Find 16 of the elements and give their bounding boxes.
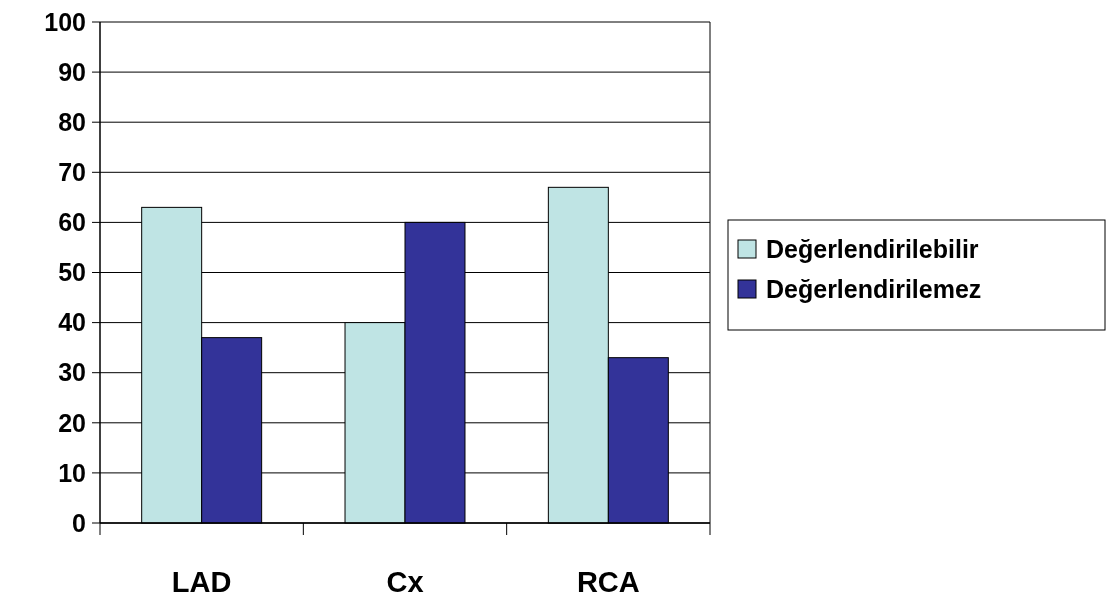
y-tick-label: 80 [58, 107, 86, 136]
y-tick-label: 90 [58, 57, 86, 86]
y-tick-label: 20 [58, 408, 86, 437]
y-tick-label: 30 [58, 358, 86, 387]
y-tick-label: 100 [44, 7, 86, 36]
y-tick-label: 50 [58, 258, 86, 287]
y-tick-label: 70 [58, 158, 86, 187]
y-tick-label: 10 [58, 458, 86, 487]
legend-label: Değerlendirilemez [766, 274, 982, 303]
legend-label: Değerlendirilebilir [766, 234, 979, 263]
x-tick-label: RCA [576, 566, 640, 598]
y-tick-label: 40 [58, 308, 86, 337]
y-tick-label: 60 [58, 208, 86, 237]
x-tick-label: LAD [171, 566, 232, 598]
x-tick-label: Cx [386, 566, 424, 598]
y-tick-label: 0 [72, 508, 86, 537]
